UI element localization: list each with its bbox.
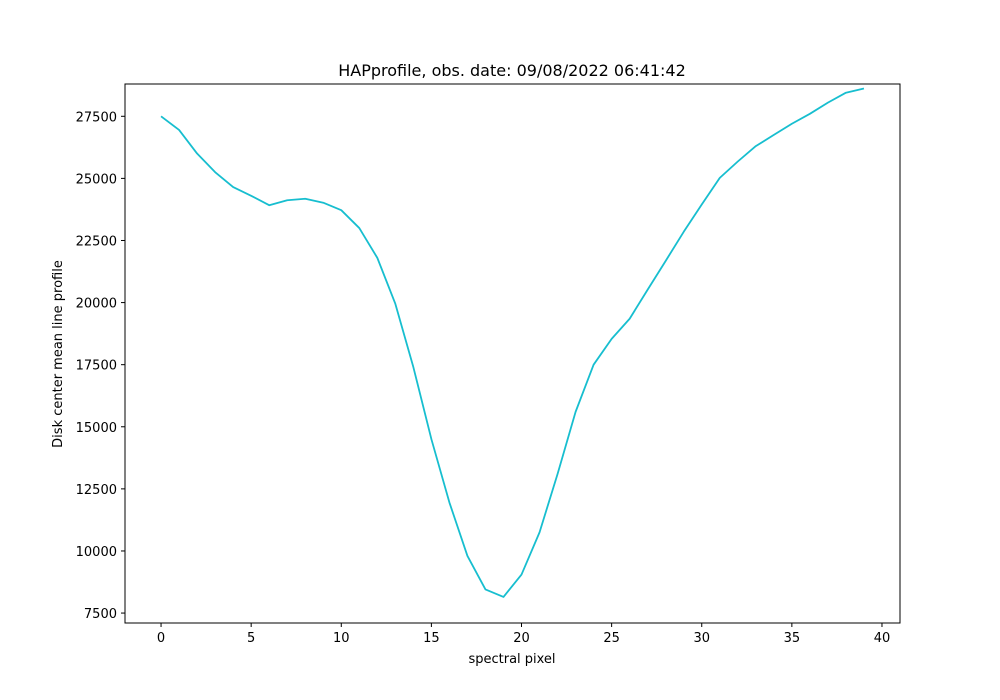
x-tick-label: 35 (784, 631, 801, 646)
y-tick-label: 25000 (76, 172, 117, 187)
y-tick-label: 20000 (76, 297, 117, 312)
series-line-0 (160, 87, 865, 598)
y-axis: 7500 10000 12500 15000 17500 20000 22500 25000 2… (76, 110, 125, 622)
x-tick-label: 25 (603, 631, 620, 646)
x-tick-label: 30 (693, 631, 710, 646)
x-tick-label: 40 (874, 631, 891, 646)
y-axis-label: Disk center mean line profile (51, 260, 66, 448)
plot-area-frame (124, 83, 901, 624)
y-tick-label: 12500 (76, 483, 117, 498)
x-axis: 0 5 10 15 20 25 30 35 40 (157, 623, 890, 646)
x-tick-label: 20 (513, 631, 530, 646)
x-tick-label: 15 (423, 631, 440, 646)
y-tick-label: 22500 (76, 234, 117, 249)
y-tick-label: 7500 (84, 607, 117, 622)
y-tick-label: 17500 (76, 359, 117, 374)
x-axis-label: spectral pixel (468, 652, 555, 667)
y-tick-label: 27500 (76, 110, 117, 125)
x-tick-label: 5 (247, 631, 255, 646)
y-tick-label: 10000 (76, 545, 117, 560)
y-tick-label: 15000 (76, 421, 117, 436)
x-tick-label: 0 (157, 631, 165, 646)
x-tick-label: 10 (333, 631, 350, 646)
chart-title: HAPprofile, obs. date: 09/08/2022 06:41:… (338, 61, 686, 80)
series-layer (160, 87, 865, 598)
